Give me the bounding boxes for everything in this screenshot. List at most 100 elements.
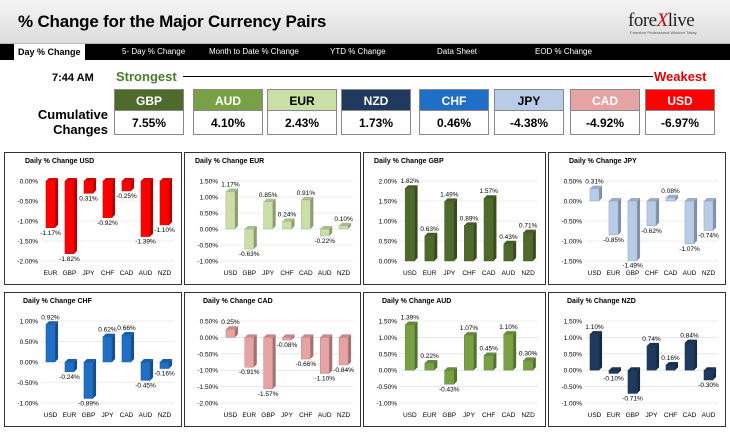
bar-top	[225, 326, 238, 330]
bar-aud	[703, 369, 714, 381]
bar-side	[414, 321, 418, 371]
currency-cumulative-value: -4.38%	[494, 111, 564, 135]
tab-data-sheet[interactable]: Data Sheet	[437, 47, 478, 56]
x-tick-label: CAD	[120, 270, 134, 277]
data-label: -0.45%	[135, 382, 156, 389]
y-tick-label: 0.50%	[564, 351, 583, 358]
data-label: -0.71%	[622, 395, 643, 402]
x-tick-label: EUR	[242, 412, 256, 419]
bar-top	[45, 178, 59, 181]
x-tick-label: JPY	[262, 270, 275, 277]
bar-nzd	[523, 360, 534, 371]
data-label: 1.82%	[401, 178, 420, 185]
currency-code: AUD	[193, 89, 263, 111]
data-label: 0.31%	[585, 179, 604, 186]
bar-top	[684, 198, 698, 201]
bar-jpy	[444, 201, 455, 262]
bar-top	[444, 367, 458, 371]
bar-top	[589, 331, 603, 335]
bar-aud	[140, 361, 151, 381]
weakest-label: Weakest	[654, 69, 707, 84]
x-tick-label: CHF	[482, 412, 495, 419]
currency-cumulative-value: 1.73%	[341, 111, 411, 135]
y-tick-label: 0.00%	[564, 199, 583, 206]
y-tick-label: -1.50%	[197, 384, 218, 391]
bar-eur	[45, 180, 56, 228]
bar-side	[473, 222, 477, 261]
bar-top	[405, 321, 418, 325]
chart-title: Daily % Change CHF	[23, 298, 92, 305]
bar-eur	[244, 337, 255, 368]
bar-chf	[301, 337, 311, 360]
data-label: 1.07%	[460, 325, 479, 332]
y-tick-label: -1.00%	[376, 401, 397, 408]
bar-top	[102, 178, 116, 181]
data-label: 0.45%	[479, 345, 498, 352]
y-tick-label: -1.50%	[17, 239, 38, 246]
bar-top	[608, 198, 622, 201]
bar-side	[675, 194, 679, 201]
y-tick-label: 0.00%	[200, 227, 219, 234]
bar-top	[703, 198, 717, 201]
bar-side	[55, 178, 59, 228]
currency-cumulative-value: 2.43%	[267, 111, 337, 135]
bar-side	[272, 334, 276, 389]
data-label: -0.89%	[78, 400, 99, 407]
bar-top	[608, 367, 622, 371]
bar-side	[348, 222, 352, 229]
x-tick-label: NZD	[702, 270, 716, 277]
bar-side	[329, 226, 333, 237]
bar-nzd	[338, 225, 349, 230]
currency-box-aud: AUD 4.10%	[193, 89, 263, 135]
y-tick-label: 0.00%	[564, 368, 583, 375]
y-tick-label: 1.50%	[379, 199, 398, 206]
forexlive-logo: foreXlive Forexlive Professional Wisdom …	[628, 11, 718, 38]
bar-top	[159, 359, 173, 362]
bar-side	[656, 198, 660, 226]
tab-eod-change[interactable]: EOD % Change	[535, 47, 592, 56]
x-tick-label: EUR	[423, 412, 437, 419]
tab-day-change[interactable]: Day % Change	[14, 44, 85, 60]
tab-5-day-change[interactable]: 5- Day % Change	[122, 47, 186, 56]
currency-code: EUR	[267, 89, 337, 111]
x-tick-label: GBP	[442, 412, 456, 419]
y-tick-label: -2.00%	[17, 259, 38, 266]
data-label: 0.31%	[79, 195, 98, 202]
data-label: 1.17%	[221, 182, 240, 189]
bar-side	[112, 333, 116, 362]
y-tick-label: 1.50%	[200, 179, 219, 186]
bar-eur	[64, 361, 75, 373]
tab-ytd-change[interactable]: YTD % Change	[330, 47, 386, 56]
x-tick-label: GBP	[626, 412, 640, 419]
chart-title: Daily % Change NZD	[567, 298, 636, 305]
x-tick-label: GBP	[63, 270, 77, 277]
x-tick-label: CHF	[280, 270, 293, 277]
x-tick-label: CAD	[502, 412, 516, 419]
bar-aud	[684, 200, 695, 244]
data-label: 0.08%	[661, 188, 680, 195]
currency-box-gbp: GBP 7.55%	[114, 89, 184, 135]
data-label: -1.49%	[622, 263, 643, 270]
data-label: 0.84%	[680, 333, 699, 340]
bar-nzd	[703, 200, 714, 231]
data-label: -0.91%	[239, 369, 260, 376]
bar-jpy	[646, 345, 657, 371]
bar-gbp	[83, 361, 94, 399]
bar-eur	[424, 235, 435, 262]
data-label: 0.89%	[460, 215, 479, 222]
bar-top	[627, 367, 641, 371]
bar-gbp	[444, 369, 455, 385]
bar-chf	[102, 180, 113, 218]
bar-usd	[45, 324, 56, 363]
data-label: 0.92%	[41, 314, 60, 321]
bar-side	[234, 326, 238, 338]
data-label: 0.43%	[499, 234, 518, 241]
y-tick-label: 1.50%	[379, 319, 398, 326]
data-label: -1.10%	[154, 227, 175, 234]
bar-side	[513, 331, 517, 371]
x-tick-label: AUD	[502, 270, 516, 277]
chart-title: Daily % Change CAD	[203, 298, 273, 305]
tab-month-to-date-change[interactable]: Month to Date % Change	[209, 47, 299, 56]
bar-cad	[121, 334, 132, 363]
data-label: -0.63%	[239, 251, 260, 258]
